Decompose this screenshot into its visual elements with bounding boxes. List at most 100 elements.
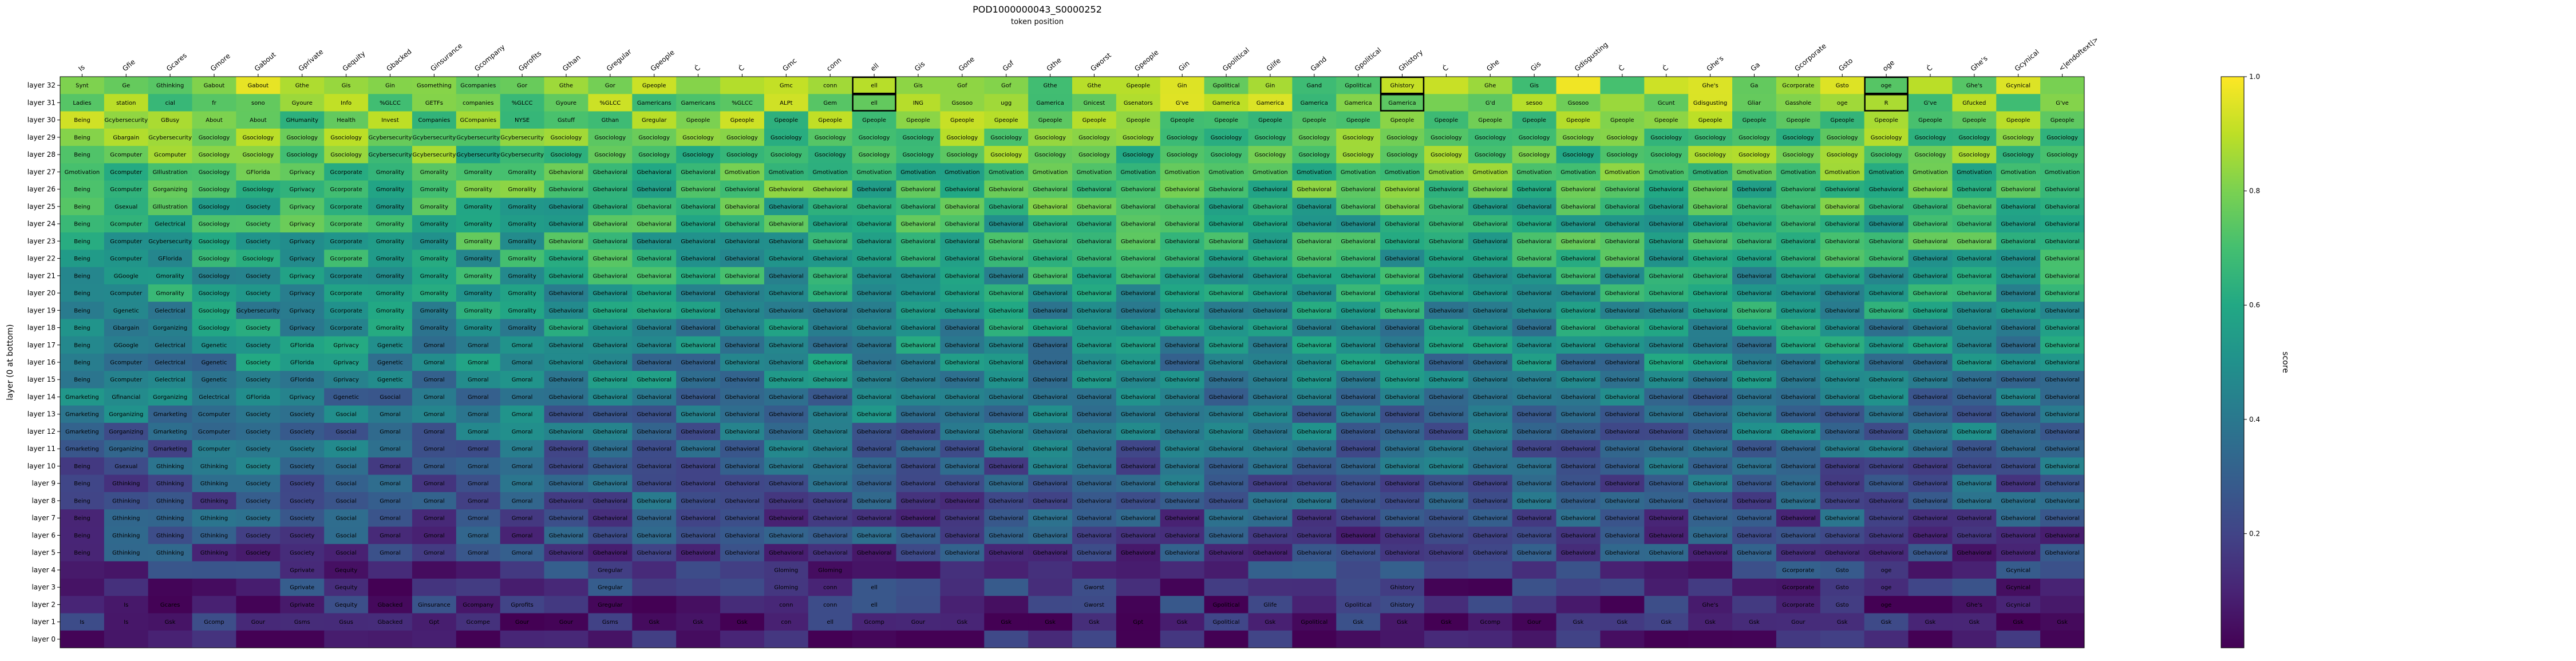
cell-label: Gbehavioral <box>857 204 892 210</box>
heatmap-cell <box>1776 94 1821 112</box>
heatmap-cell <box>1820 197 1865 216</box>
cell-label: Gsociology <box>1783 152 1814 159</box>
heatmap-cell <box>1160 232 1205 250</box>
heatmap-cell <box>456 77 501 94</box>
cell-label: Gbehavioral <box>1693 204 1728 210</box>
cell-label: Gbehavioral <box>1033 273 1068 279</box>
heatmap-cell <box>1116 232 1161 250</box>
cell-label: Being <box>74 134 90 141</box>
cell-label: Being <box>74 325 90 331</box>
heatmap-cell <box>720 561 765 579</box>
heatmap-cell <box>368 128 413 147</box>
heatmap-cell <box>1688 215 1733 233</box>
cell-label: Gbehavioral <box>1121 239 1156 245</box>
cell-label: G'd <box>1485 100 1495 106</box>
cell-label: Gbehavioral <box>681 221 716 228</box>
cell-label: Gbehavioral <box>813 377 848 383</box>
heatmap-cell <box>852 145 897 164</box>
chart-title: POD1000000043_S0000252 <box>973 4 1102 15</box>
cell-label: Gbehavioral <box>1253 411 1288 418</box>
y-tick-label: layer 29 <box>27 133 56 141</box>
heatmap-cell <box>1116 215 1161 233</box>
heatmap-cell <box>808 77 853 94</box>
cell-label: Gdisgusting <box>1693 100 1727 106</box>
cell-label: Gbehavioral <box>945 325 980 331</box>
cell-label: Gbehavioral <box>1121 308 1156 314</box>
cell-label: Gpeople <box>818 117 842 124</box>
x-tick-label: Gequity <box>341 49 367 73</box>
cell-label: Gin <box>385 83 395 89</box>
heatmap-cell <box>1072 94 1117 112</box>
heatmap-cell <box>1468 630 1513 648</box>
cell-label: Companies <box>418 117 450 124</box>
cell-label: Ghistory <box>1390 602 1414 608</box>
cell-label: Gbehavioral <box>1517 481 1552 487</box>
cell-label: Gbehavioral <box>989 360 1024 366</box>
cell-label: GBusy <box>161 117 179 124</box>
cell-label: Gbehavioral <box>681 169 716 176</box>
heatmap-cell <box>1732 77 1777 94</box>
cell-label: Gsociology <box>638 152 670 159</box>
heatmap-cell <box>720 197 765 216</box>
cell-label: Gbehavioral <box>1385 256 1420 262</box>
cell-label: Gcorporate <box>330 308 362 314</box>
x-tick-label: Ċ <box>1925 63 1934 73</box>
cell-label: Gbehavioral <box>1605 464 1640 470</box>
cell-label: Gbehavioral <box>637 325 671 331</box>
cell-label: Gbehavioral <box>1253 533 1288 539</box>
heatmap-cell <box>940 145 985 164</box>
cell-label: Gbehavioral <box>1957 377 1992 383</box>
heatmap-cell <box>1644 579 1689 596</box>
cell-label: Gbehavioral <box>1781 394 1816 401</box>
cell-label: Gbehavioral <box>681 308 716 314</box>
cell-label: Gbehavioral <box>1297 411 1332 418</box>
cell-label: Gbehavioral <box>1209 187 1244 193</box>
cell-label: Gsociety <box>246 377 270 383</box>
cell-label: Being <box>74 152 90 159</box>
heatmap-cell <box>940 180 985 199</box>
cell-label: Gsociology <box>1739 134 1770 141</box>
cell-label: Gsk <box>165 619 176 626</box>
cell-label: Gbehavioral <box>549 204 584 210</box>
cell-label: Gbehavioral <box>1165 360 1200 366</box>
cell-label: Gbehavioral <box>1649 187 1684 193</box>
cell-label: Gbehavioral <box>1253 446 1288 453</box>
heatmap-cell <box>324 163 369 181</box>
cell-label: Gsociology <box>1078 152 1110 159</box>
cell-label: Gpeople <box>1302 117 1326 124</box>
cell-label: Gbehavioral <box>1253 239 1288 245</box>
cell-label: Gmotivation <box>1737 169 1772 176</box>
heatmap-cell <box>852 215 897 233</box>
heatmap-cell <box>1688 128 1733 147</box>
cell-label: Gbehavioral <box>1825 429 1860 435</box>
cell-label: Gsociology <box>243 256 274 262</box>
cell-label: Gmorality <box>464 187 492 193</box>
cell-label: Gmoral <box>512 533 533 539</box>
x-tick-label: Ga <box>1749 61 1761 73</box>
cell-label: Gbehavioral <box>637 533 671 539</box>
cell-label: Gsocial <box>380 394 400 401</box>
heatmap-cell <box>1864 77 1909 94</box>
cell-label: Gbehavioral <box>1253 498 1288 504</box>
cell-label: Gbehavioral <box>637 464 671 470</box>
heatmap-cell <box>1072 145 1117 164</box>
heatmap-cell <box>500 215 545 233</box>
cell-label: Gbehavioral <box>1429 377 1464 383</box>
heatmap-cell <box>1600 94 1645 112</box>
cell-label: Gbehavioral <box>1341 550 1376 556</box>
cell-label: Gsociology <box>771 152 802 159</box>
heatmap-cell <box>1512 579 1557 596</box>
cell-label: Gsociology <box>1519 152 1550 159</box>
cell-label: Gcompe <box>466 619 490 626</box>
cell-label: Gpolitical <box>1345 602 1372 608</box>
heatmap-cell <box>1952 77 1997 94</box>
heatmap-cell <box>1072 197 1117 216</box>
heatmap-cell <box>1116 579 1161 596</box>
cell-label: Gsocial <box>336 446 357 453</box>
heatmap-cell <box>1204 579 1249 596</box>
cell-label: Gbehavioral <box>1561 187 1596 193</box>
heatmap-cell <box>280 77 325 94</box>
cell-label: Gthinking <box>156 464 184 470</box>
y-tick-label: layer 14 <box>27 393 56 401</box>
